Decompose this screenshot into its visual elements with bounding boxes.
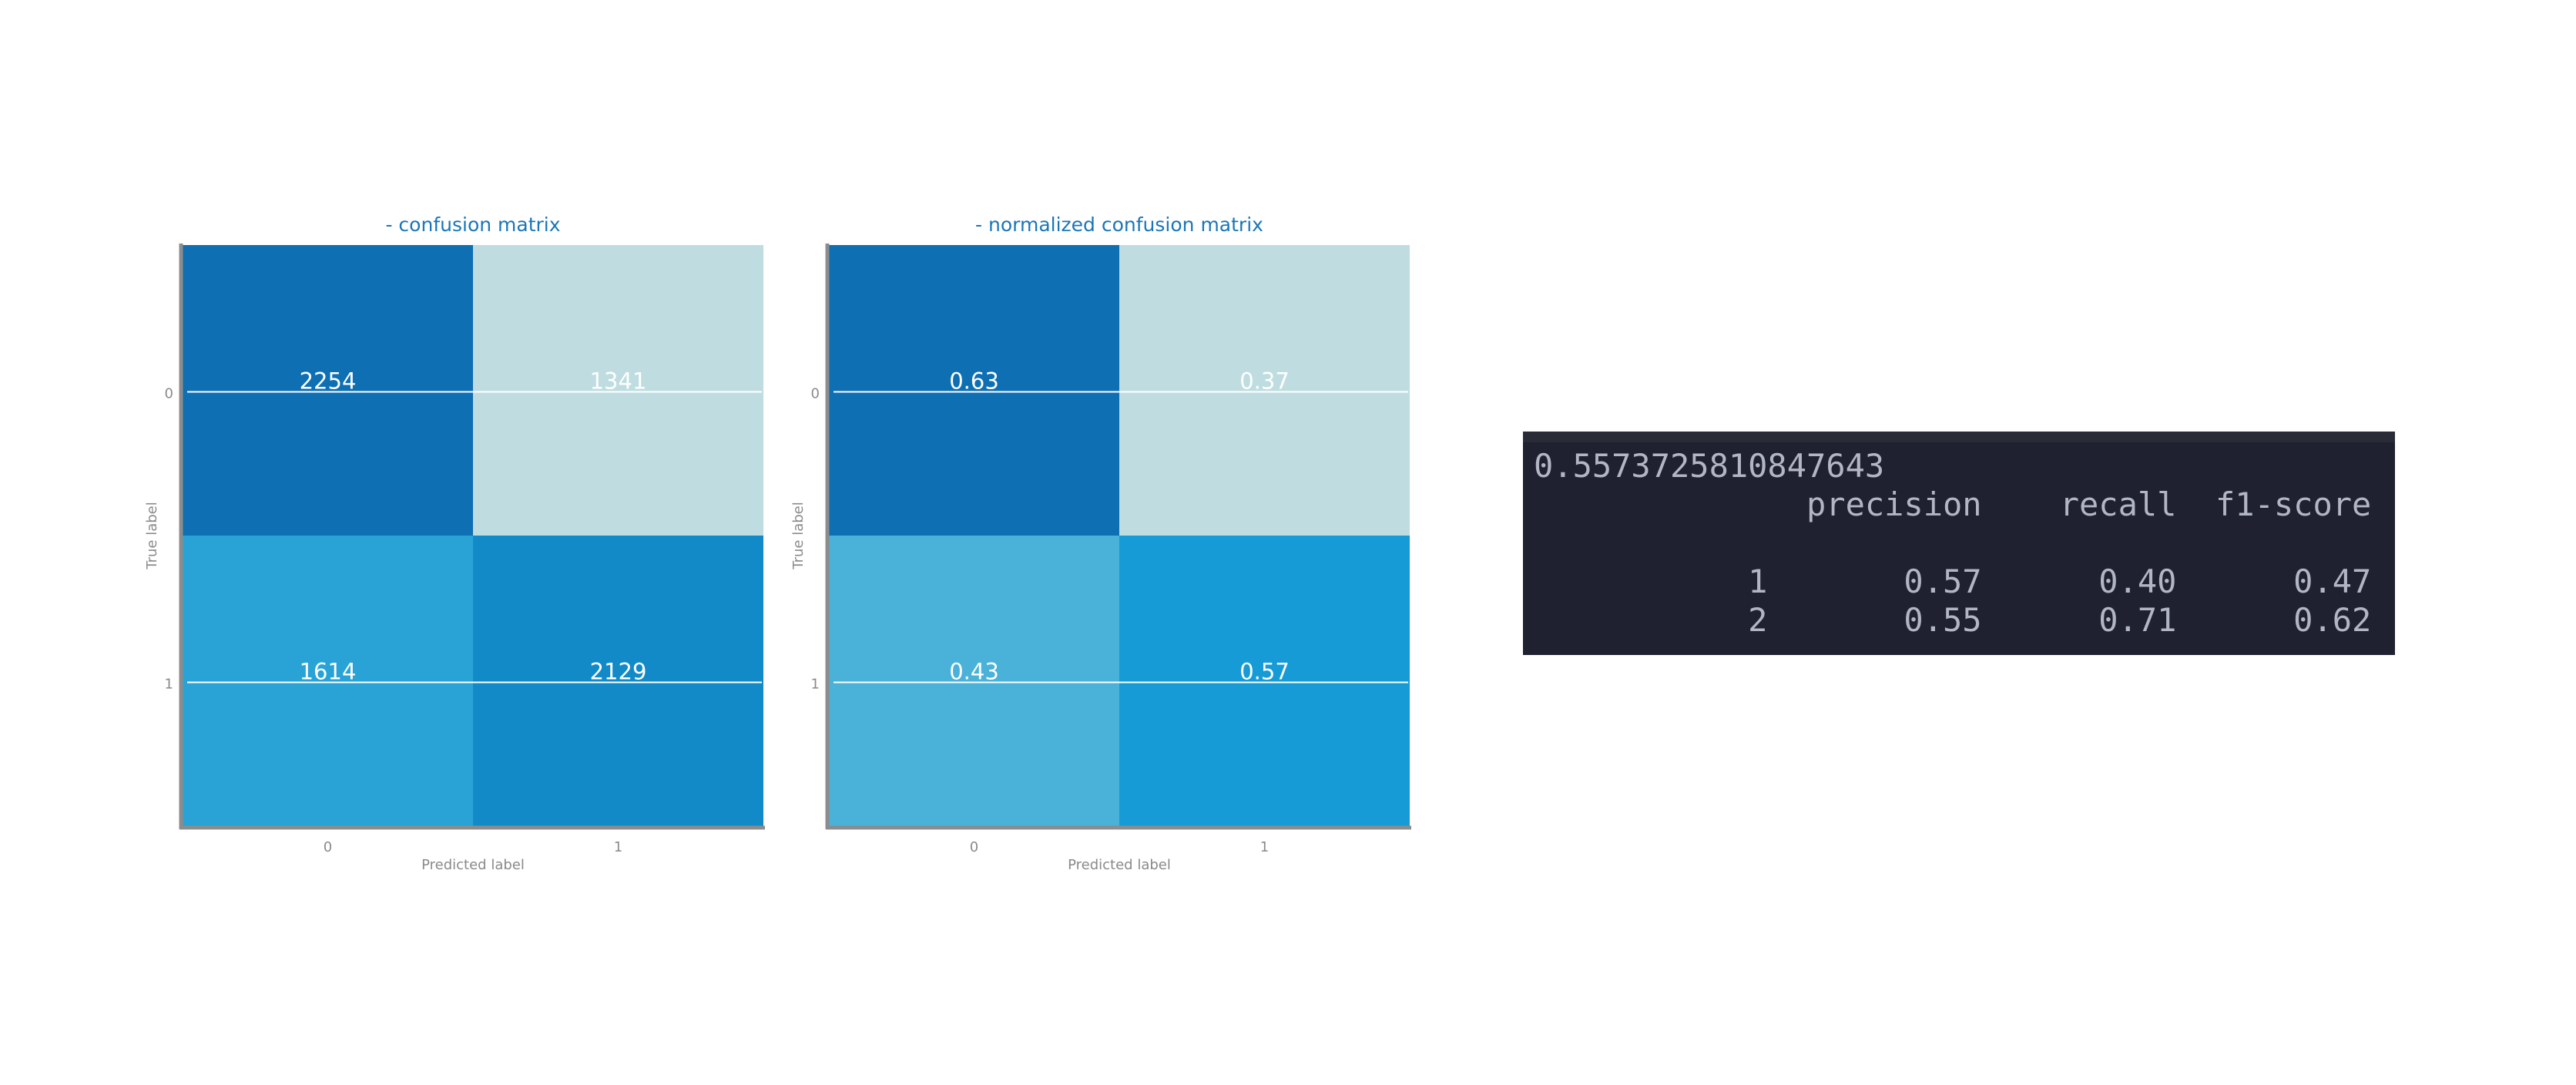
classification-report-panel: 0.5573725810847643 precision recall f1-s… — [1523, 432, 2395, 655]
report-row-class-2: 2 0.55 0.71 0.62 — [1534, 601, 2372, 639]
chart-1-title: - confusion matrix — [385, 213, 560, 236]
chart-2-y-axis-label: True label — [790, 502, 807, 570]
report-row-class-1: 1 0.57 0.40 0.47 — [1534, 563, 2372, 600]
chart-1-cell-1-1 — [473, 536, 763, 826]
chart-2-x-tick-label-1: 1 — [1260, 839, 1269, 855]
accuracy-line: 0.5573725810847643 — [1534, 447, 1885, 485]
chart-2-cell-label-1-1: 0.57 — [1239, 659, 1290, 685]
chart-2-x-tick-label-0: 0 — [970, 839, 978, 855]
chart-1-cell-0-1 — [473, 245, 763, 536]
chart-2-y-tick-label-0: 0 — [811, 386, 820, 402]
chart-1-cell-label-0-1: 1341 — [590, 368, 647, 395]
chart-2-cell-1-1 — [1119, 536, 1410, 826]
chart-1-y-axis-label: True label — [144, 502, 160, 570]
chart-2-y-tick-label-1: 1 — [811, 677, 820, 693]
chart-1-x-axis-label: Predicted label — [421, 857, 525, 873]
terminal-title-bar — [1523, 432, 2395, 442]
chart-1-cell-0-0 — [183, 245, 473, 536]
chart-1-cell-1-0 — [183, 536, 473, 826]
report-header-line: precision recall f1-score — [1534, 485, 2372, 523]
chart-2-title: - normalized confusion matrix — [975, 213, 1263, 236]
chart-2-x-axis-label: Predicted label — [1068, 857, 1171, 873]
chart-2-cell-0-0 — [829, 245, 1119, 536]
chart-1-cell-label-0-0: 2254 — [300, 368, 357, 395]
chart-2-cell-label-1-0: 0.43 — [949, 659, 999, 685]
chart-1-x-tick-label-1: 1 — [614, 839, 622, 855]
classification-report-text: 0.5573725810847643 precision recall f1-s… — [1534, 447, 2371, 640]
chart-1-x-tick-label-0: 0 — [324, 839, 332, 855]
chart-1-y-tick-label-1: 1 — [165, 677, 173, 693]
chart-2-cell-label-0-1: 0.37 — [1239, 368, 1290, 395]
chart-2-cell-0-1 — [1119, 245, 1410, 536]
chart-1-cell-label-1-0: 1614 — [300, 659, 357, 685]
chart-1-y-tick-label-0: 0 — [165, 386, 173, 402]
chart-2-cell-label-0-0: 0.63 — [949, 368, 999, 395]
chart-1-cell-label-1-1: 2129 — [590, 659, 647, 685]
chart-2-cell-1-0 — [829, 536, 1119, 826]
